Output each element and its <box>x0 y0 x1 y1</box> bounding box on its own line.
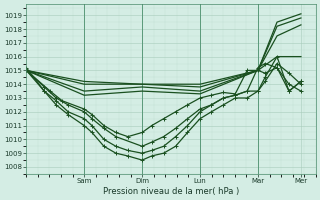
X-axis label: Pression niveau de la mer( hPa ): Pression niveau de la mer( hPa ) <box>103 187 239 196</box>
